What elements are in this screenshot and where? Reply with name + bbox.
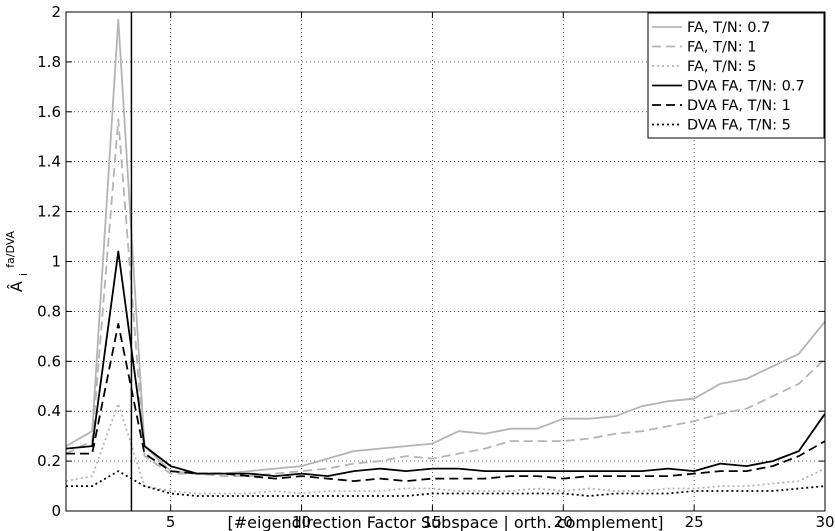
series-layer <box>65 18 826 497</box>
y-axis-label-sup: fa/DVA <box>4 230 17 267</box>
y-axis-label: Â i fa/DVA <box>4 230 31 292</box>
y-tick-label: 1.2 <box>37 203 61 221</box>
legend-label: FA, T/N: 1 <box>687 40 756 56</box>
x-tick-label: 10 <box>292 513 311 531</box>
y-tick-label: 0 <box>51 502 61 520</box>
series-line-6 <box>66 470 826 497</box>
y-tick-label: 1.4 <box>37 153 61 171</box>
x-tick-label: 20 <box>554 513 573 531</box>
svg-text:Â i fa/DVA: Â i fa/DVA <box>4 230 31 292</box>
y-tick-label: 2 <box>51 3 61 21</box>
legend-box <box>647 12 825 139</box>
y-tick-label: 0.2 <box>37 452 61 470</box>
legend-label: DVA FA, T/N: 5 <box>687 118 791 134</box>
x-tick-label: 30 <box>815 513 834 531</box>
y-tick-label: 0.4 <box>37 402 61 420</box>
x-tick-label: 5 <box>166 513 176 531</box>
y-tick-label: 1.8 <box>37 53 61 71</box>
series-line-5 <box>66 322 826 483</box>
y-tick-label: 0.8 <box>37 302 61 320</box>
series-line-3 <box>65 402 826 495</box>
legend: FA, T/N: 0.7 FA, T/N: 1 FA, T/N: 5 DVA FA, … <box>647 12 825 139</box>
tick-layer: 5 10 15 20 25 30 0 0.2 0.4 0.6 0.8 1 1.2 1.4 1.6 1.8 2 <box>37 3 834 531</box>
x-tick-label: 15 <box>423 513 442 531</box>
legend-label: FA, T/N: 0.7 <box>687 20 770 36</box>
legend-label: DVA FA, T/N: 0.7 <box>687 79 805 95</box>
x-axis-label: [#eigendirection Factor Subspace | orth.… <box>228 513 664 531</box>
legend-label: DVA FA, T/N: 1 <box>687 98 791 114</box>
y-tick-label: 1 <box>51 253 61 271</box>
y-tick-label: 1.6 <box>37 103 61 121</box>
y-tick-label: 0.6 <box>37 352 61 370</box>
legend-label: FA, T/N: 5 <box>687 59 756 75</box>
y-axis-label-sub: i <box>17 273 30 276</box>
y-axis-label-main: Â <box>7 281 26 292</box>
x-tick-label: 25 <box>685 513 704 531</box>
